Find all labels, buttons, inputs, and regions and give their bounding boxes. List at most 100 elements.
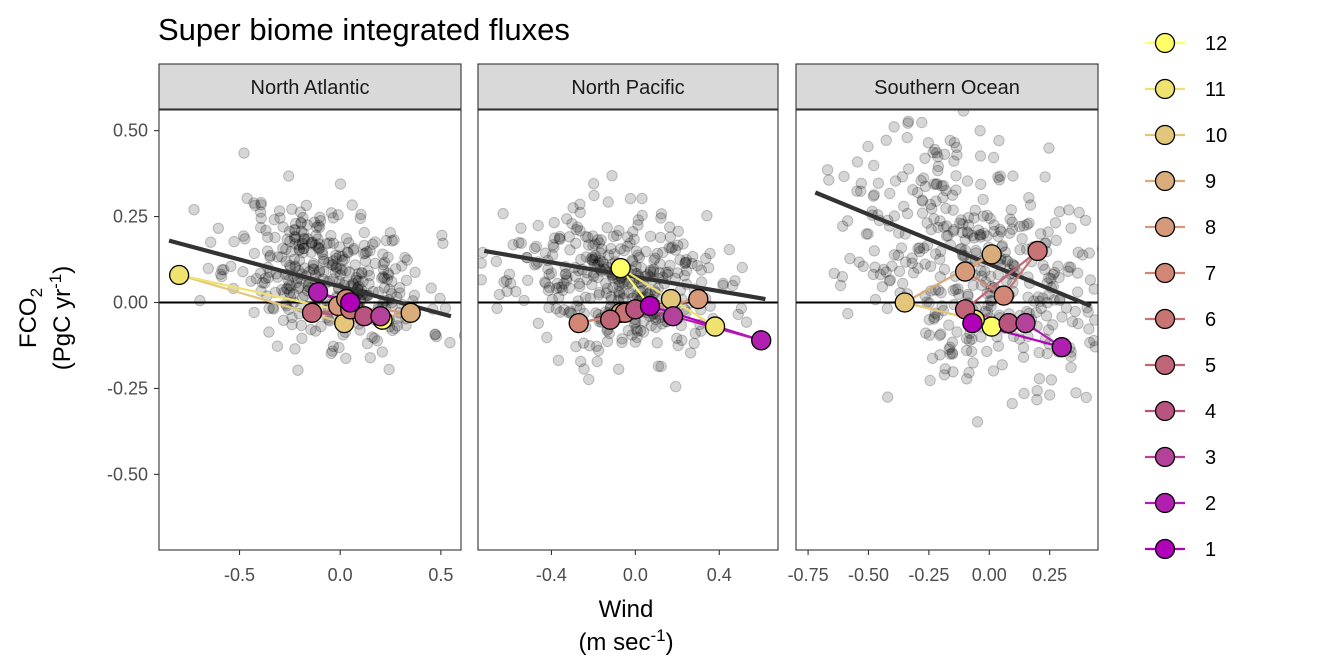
- background-point: [1006, 397, 1018, 410]
- background-point: [618, 244, 630, 257]
- background-point: [950, 184, 962, 196]
- panel-plot-area: [478, 170, 778, 393]
- background-point: [366, 331, 378, 343]
- background-point: [888, 249, 901, 261]
- background-point: [874, 268, 886, 281]
- background-point: [916, 116, 928, 129]
- background-point: [944, 348, 956, 360]
- legend-label: 8: [1205, 217, 1216, 239]
- legend-item: 3: [1145, 446, 1216, 469]
- background-point: [296, 332, 308, 344]
- background-point: [548, 232, 561, 244]
- background-point: [364, 245, 376, 257]
- month-point: [301, 302, 323, 323]
- y-tick-label: 0.50: [113, 121, 148, 141]
- background-point: [671, 332, 683, 344]
- background-point: [977, 210, 990, 222]
- background-point: [515, 222, 527, 234]
- background-point: [607, 230, 620, 243]
- background-point: [293, 239, 305, 251]
- background-point: [283, 225, 296, 238]
- background-point: [837, 220, 849, 232]
- background-point: [327, 255, 339, 267]
- background-point: [701, 210, 713, 222]
- background-point: [396, 260, 408, 272]
- background-point: [261, 245, 274, 257]
- background-point: [550, 282, 563, 295]
- background-point: [298, 242, 310, 255]
- background-point: [838, 170, 850, 183]
- background-point: [522, 274, 534, 286]
- month-point: [662, 306, 684, 327]
- background-point: [876, 281, 889, 293]
- y-tick-label: -0.25: [107, 378, 148, 398]
- background-point: [666, 241, 679, 254]
- background-point: [589, 250, 602, 262]
- background-point: [944, 341, 956, 353]
- background-point: [933, 284, 945, 296]
- background-point: [919, 180, 932, 193]
- background-point: [732, 308, 744, 321]
- background-point: [286, 203, 298, 215]
- background-point: [834, 279, 847, 292]
- background-point: [288, 253, 300, 265]
- background-point: [686, 257, 698, 270]
- background-point: [503, 268, 516, 280]
- background-point: [888, 121, 900, 133]
- legend-item: 12: [1145, 32, 1227, 55]
- background-point: [670, 380, 682, 393]
- background-point: [631, 325, 644, 337]
- background-point: [510, 285, 522, 298]
- background-point: [940, 202, 952, 215]
- background-point: [305, 323, 317, 336]
- background-point: [1003, 227, 1016, 239]
- background-point: [601, 335, 614, 348]
- background-point: [595, 234, 607, 246]
- background-point: [326, 345, 339, 357]
- background-point: [987, 365, 1000, 377]
- legend-label: 2: [1205, 493, 1216, 515]
- background-point: [640, 245, 652, 258]
- background-point: [262, 271, 275, 284]
- background-point: [663, 242, 675, 254]
- panel-border: [795, 109, 1099, 551]
- background-point: [347, 244, 360, 256]
- panel-strip-label: Southern Ocean: [874, 77, 1020, 99]
- background-point: [361, 246, 373, 258]
- background-point: [632, 249, 644, 261]
- background-point: [977, 193, 989, 206]
- background-point: [333, 241, 346, 253]
- background-point: [1017, 351, 1030, 363]
- background-point: [959, 234, 971, 246]
- background-point: [855, 185, 867, 197]
- background-point: [946, 336, 959, 348]
- background-point: [836, 271, 849, 283]
- legend-key-point: [1154, 32, 1176, 54]
- chart-title: Super biome integrated fluxes: [158, 12, 570, 47]
- background-point: [389, 322, 401, 335]
- background-point: [981, 287, 993, 300]
- month-point: [981, 244, 1002, 265]
- background-point: [318, 255, 330, 268]
- background-point: [590, 340, 603, 352]
- x-tick-label: 0.4: [707, 565, 732, 585]
- background-point: [654, 258, 666, 270]
- background-point: [662, 266, 674, 278]
- background-point: [902, 163, 915, 175]
- legend-label: 10: [1205, 125, 1227, 147]
- background-point: [672, 339, 684, 352]
- background-point: [352, 268, 364, 280]
- background-point: [1023, 192, 1035, 204]
- background-point: [327, 259, 339, 271]
- background-point: [994, 223, 1006, 236]
- background-point: [652, 360, 665, 372]
- background-point: [915, 174, 927, 187]
- background-point: [554, 306, 566, 318]
- background-point: [629, 336, 641, 348]
- background-point: [383, 363, 395, 376]
- background-point: [299, 262, 311, 274]
- background-point: [921, 217, 933, 229]
- background-point: [992, 171, 1004, 184]
- background-point: [1044, 389, 1056, 401]
- background-point: [297, 211, 309, 224]
